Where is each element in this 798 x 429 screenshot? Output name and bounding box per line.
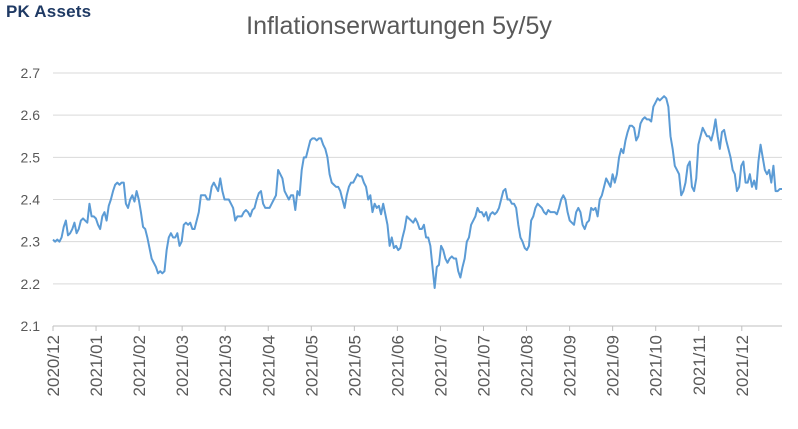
series-line bbox=[52, 95, 782, 290]
x-tick-label: 2021/06 bbox=[388, 335, 407, 396]
gridlines bbox=[53, 72, 782, 285]
x-tick-label: 2021/11 bbox=[690, 335, 709, 395]
y-tick-label: 2.1 bbox=[21, 318, 41, 334]
series-group bbox=[52, 95, 782, 290]
x-tick-label: 2021/07 bbox=[431, 335, 450, 396]
x-axis: 2020/12 2021/01 2021/02 2021/03 2021/03 2021/… bbox=[44, 325, 782, 396]
x-tick-label: 2021/03 bbox=[173, 335, 192, 396]
x-tick-label: 2021/03 bbox=[216, 335, 235, 396]
x-tick-label: 2021/12 bbox=[733, 335, 752, 396]
y-axis-ticks: 2.1 2.2 2.3 2.4 2.5 2.6 2.7 bbox=[21, 65, 41, 334]
x-tick-label: 2021/10 bbox=[647, 335, 666, 396]
x-tick-label: 2021/05 bbox=[302, 335, 321, 396]
x-tick-label: 2020/12 bbox=[44, 335, 63, 396]
chart-title: Inflationserwartungen 5y/5y bbox=[246, 12, 552, 40]
y-tick-label: 2.6 bbox=[21, 107, 41, 123]
y-tick-label: 2.4 bbox=[21, 192, 41, 208]
y-tick-label: 2.5 bbox=[21, 149, 41, 165]
x-tick-label: 2021/01 bbox=[87, 335, 106, 396]
x-tick-label: 2021/04 bbox=[259, 335, 278, 396]
x-tick-label: 2021/05 bbox=[345, 335, 364, 396]
x-tick-label: 2021/02 bbox=[130, 335, 149, 396]
y-tick-label: 2.7 bbox=[21, 65, 41, 81]
x-tick-label: 2021/09 bbox=[561, 335, 580, 396]
brand-logo-text: PK Assets bbox=[6, 2, 92, 21]
y-tick-label: 2.3 bbox=[21, 234, 41, 250]
x-tick-label: 2021/09 bbox=[604, 335, 623, 396]
x-tick-label: 2021/07 bbox=[475, 335, 494, 396]
y-tick-label: 2.2 bbox=[21, 276, 41, 292]
x-tick-label: 2021/08 bbox=[518, 335, 537, 396]
